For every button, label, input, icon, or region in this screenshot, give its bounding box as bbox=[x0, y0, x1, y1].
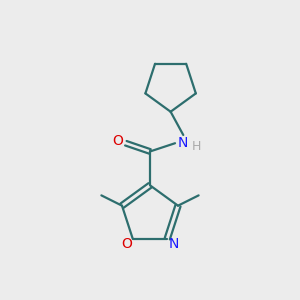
Text: H: H bbox=[191, 140, 201, 153]
Text: O: O bbox=[112, 134, 123, 148]
Text: N: N bbox=[169, 237, 179, 251]
Text: N: N bbox=[178, 136, 188, 150]
Text: O: O bbox=[121, 237, 132, 251]
